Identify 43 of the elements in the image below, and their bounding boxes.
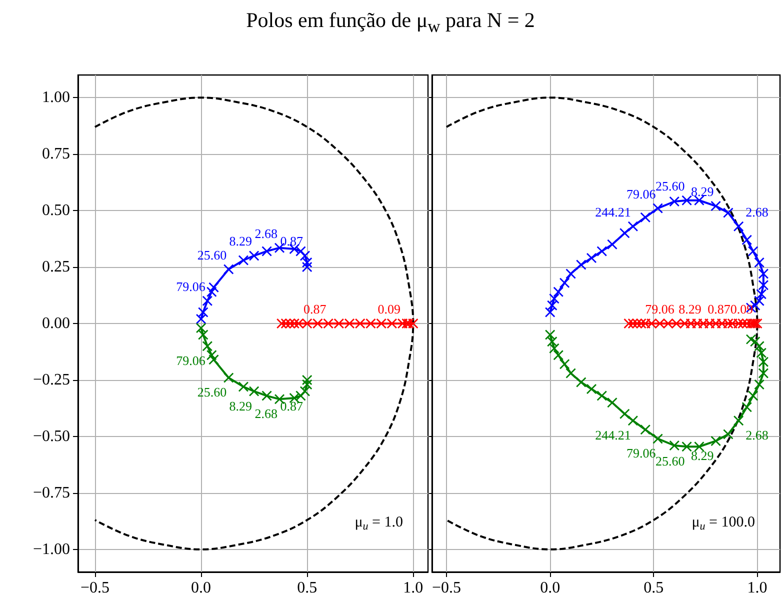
annotation: 244.21	[595, 204, 631, 220]
x-tick-label: 0.0	[540, 580, 560, 596]
y-tick-label: 0.25	[42, 258, 70, 276]
y-tick-label: −0.25	[32, 371, 70, 388]
annotation: 244.21	[595, 428, 631, 443]
y-tick-label: −1.00	[32, 540, 70, 558]
annotation: 2.68	[746, 428, 768, 443]
annotation: 0.87	[304, 302, 327, 316]
y-tick-label: 0.75	[42, 146, 70, 163]
annotation: 8.29	[691, 448, 714, 463]
annotation: 79.06	[176, 278, 206, 294]
annotation: 2.68	[746, 204, 768, 220]
chart-title: Polos em função de μ$_{w}$ para N = 2	[245, 8, 536, 38]
annotation: 2.68	[254, 226, 278, 241]
y-tick-label: 1.00	[42, 89, 70, 106]
x-tick-label: 0.0	[191, 580, 212, 596]
annotation: 25.60	[656, 454, 685, 469]
annotation: 79.06	[645, 302, 675, 316]
annotation: 8.29	[691, 184, 714, 200]
annotation: 0.09	[378, 302, 401, 316]
x-tick-label: −0.5	[432, 580, 462, 596]
annotation: 79.06	[626, 186, 656, 202]
annotation: 8.29	[229, 398, 252, 414]
x-tick-label: −0.5	[80, 580, 110, 596]
annotation: 8.29	[678, 302, 702, 316]
annotation: 25.60	[197, 384, 227, 400]
annotation: 25.60	[197, 247, 227, 262]
annotation: 79.06	[626, 446, 656, 461]
y-tick-label: −0.75	[32, 484, 70, 502]
x-tick-label: 0.5	[297, 580, 318, 596]
annotation: 0.87	[280, 234, 304, 249]
annotation: 25.60	[656, 178, 685, 194]
annotation: 79.06	[176, 353, 206, 368]
annotation: 2.68	[254, 406, 278, 422]
x-tick-label: 1.0	[747, 580, 768, 596]
y-tick-label: 0.50	[42, 202, 70, 220]
annotation: 8.29	[229, 234, 252, 249]
annotation: 0.87	[708, 302, 731, 316]
y-tick-label: 0.00	[42, 315, 70, 332]
annotation: 0.87	[280, 398, 304, 414]
x-tick-label: 1.0	[403, 580, 424, 596]
y-tick-label: −0.50	[32, 428, 70, 445]
x-tick-label: 0.5	[644, 580, 664, 596]
